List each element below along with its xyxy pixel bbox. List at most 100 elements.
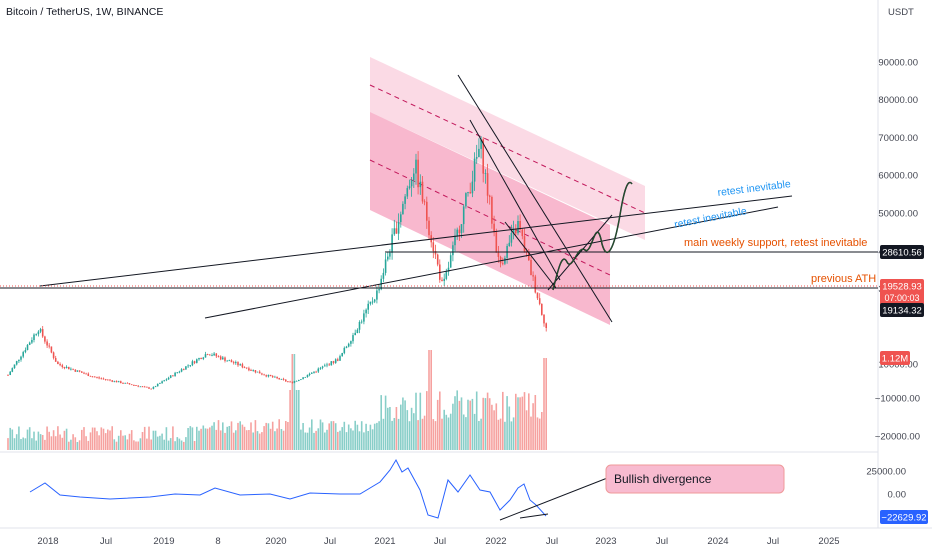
candle-body [545,323,547,328]
candle-body [415,159,417,174]
volume-bar [280,429,283,450]
volume-bar [122,435,124,450]
volume-bar [465,417,467,450]
time-label-1: Jul [100,536,112,547]
candle-body [18,359,20,362]
candle-body [493,223,495,233]
volume-bar [202,425,205,450]
volume-bar [174,441,176,450]
time-label-2: 2019 [153,536,174,547]
candle-body [350,341,352,344]
volume-bar [378,421,380,450]
volume-bar [76,442,79,450]
candle-body [328,364,330,366]
volume-bar [124,435,126,450]
volume-bar [111,426,113,450]
volume-bar [150,439,152,450]
candle-body [7,375,9,376]
candle-body [515,228,517,234]
volume-bar [146,438,148,450]
svg-text:19528.93: 19528.93 [882,282,922,293]
candle-body [315,371,317,373]
candle-body [206,354,209,355]
volume-bar [224,432,226,450]
volume-bar [360,421,363,450]
volume-bar [341,427,343,450]
volume-bar [304,432,307,450]
candle-body [282,378,285,380]
candle-body [495,232,498,253]
candle-body [265,375,267,377]
volume-bar [232,432,235,450]
osc-tick-0: 25000.00 [866,467,906,478]
candle-body [480,139,482,149]
candle-body [180,369,183,372]
candle-body [26,344,29,350]
volume-bar [356,424,359,450]
volume-bar [243,426,246,450]
candle-body [37,331,40,335]
candle-body [219,356,222,360]
candle-body [432,242,435,252]
candle-body [408,186,411,189]
candle-body [100,378,103,380]
candle-body [24,350,27,353]
candle-body [211,355,213,356]
volume-bar [367,431,369,450]
volume-bar [538,418,541,450]
volume-bar [423,415,426,450]
volume-bar [263,426,265,450]
time-label-5: Jul [324,536,336,547]
candle-body [306,374,309,377]
volume-bar [193,441,196,450]
wedge-line-4 [547,214,613,291]
candle-body [298,380,300,381]
volume-bar [523,392,526,450]
volume-bar [517,397,519,450]
volume-bar [543,358,545,450]
volume-bar [369,424,372,450]
volume-bar [545,358,547,450]
volume-bar [397,418,400,450]
volume-bar [534,395,537,450]
candle-body [434,251,437,255]
candle-body [185,366,187,370]
volume-bar [482,397,484,450]
candle-body [352,335,354,342]
candle-body [354,332,356,335]
candle-body [167,377,170,380]
candle-body [324,365,326,367]
candle-body [341,353,343,357]
volume-bar [50,436,53,450]
candle-body [72,368,74,370]
time-axis[interactable]: 2018 Jul 2019 8 2020 Jul 2021 Jul 2022 Jul 2023 Jul… [37,536,839,547]
candle-body [445,271,448,279]
volume-bar [274,431,276,450]
volume-bar [187,428,189,450]
candle-body [378,289,380,291]
candle-body [174,372,176,377]
candle-body [291,381,294,383]
candle-body [148,387,150,389]
divergence-callout[interactable]: Bullish divergence [605,464,785,494]
volume-bar [352,430,354,450]
volume-bar [61,437,64,450]
wedge-line-2 [469,119,561,281]
volume-bar [298,390,300,450]
volume-bar [441,418,443,450]
volume-bar [143,426,146,450]
volume-bar [271,421,274,450]
volume-bar [261,432,263,450]
candle-body [300,379,302,380]
candle-body [345,346,348,348]
volume-bar [497,419,500,450]
volume-bar [87,440,90,450]
candle-body [443,278,445,281]
volume-bar [81,429,83,450]
volume-bar [432,419,435,450]
volume-bar [44,439,46,450]
volume-bar [204,428,207,450]
candle-body [280,378,283,380]
volume-bar [63,430,66,450]
